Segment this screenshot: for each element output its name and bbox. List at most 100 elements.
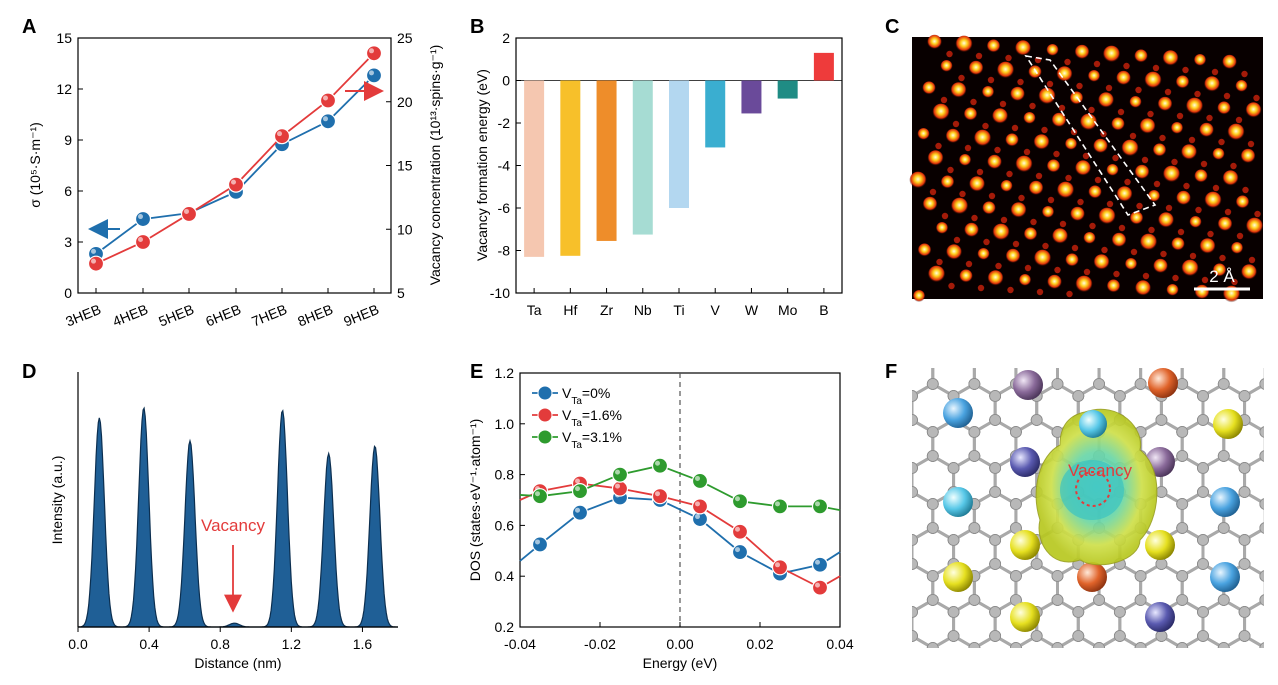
- f-hex-ring: [1263, 647, 1264, 648]
- f-boron-atom: [1176, 642, 1189, 648]
- f-metal-atom-15: [1145, 602, 1175, 632]
- c-atom-spot-182: [1152, 143, 1167, 157]
- c-atom-spot-15: [917, 128, 930, 140]
- c-atom-spot-104: [1070, 206, 1085, 222]
- b-y-tick-label: -10: [490, 285, 510, 301]
- f-hex-ring: [870, 312, 912, 360]
- a-point-1-4: [273, 128, 291, 145]
- f-boron-atom: [989, 534, 1002, 546]
- f-boron-atom: [1114, 319, 1125, 330]
- f-boron-atom: [886, 499, 897, 510]
- e-legend-marker-1: [537, 407, 553, 423]
- e-point-highlight: [535, 539, 540, 545]
- c-atom-spot-73: [982, 86, 994, 98]
- a-x-tick-label: 4HEB: [110, 301, 150, 330]
- f-boron-atom: [927, 667, 938, 678]
- c-atom-spot-188: [1189, 216, 1202, 228]
- f-boron-atom: [927, 355, 938, 366]
- f-boron-atom: [1177, 355, 1188, 366]
- c-small-spot-126: [1118, 224, 1126, 232]
- b-bar-Ta: [524, 80, 545, 257]
- e-point-2-5: [731, 493, 749, 510]
- f-boron-atom: [1197, 534, 1209, 546]
- c-small-spot-149: [1160, 250, 1167, 258]
- c-atom-spot-157: [1098, 92, 1114, 108]
- f-hex-ring: [1078, 312, 1120, 360]
- f-boron-atom: [989, 462, 1002, 474]
- c-small-spot-114: [1046, 80, 1054, 88]
- f-boron-atom: [886, 427, 897, 438]
- f-boron-atom: [907, 679, 918, 685]
- f-boron-atom: [1218, 355, 1229, 366]
- e-point-highlight: [535, 491, 540, 497]
- f-boron-atom: [1030, 630, 1043, 642]
- c-small-spot-86: [1071, 244, 1079, 252]
- a-point-0-6: [365, 67, 383, 84]
- f-boron-atom: [912, 414, 918, 426]
- c-atom-spot-61: [1010, 202, 1027, 218]
- c-atom-spot-63: [1023, 227, 1038, 241]
- c-small-spot-133: [1064, 58, 1071, 66]
- f-boron-atom: [1072, 390, 1085, 402]
- f-boron-atom: [1094, 355, 1105, 366]
- f-hex-ring: [1161, 312, 1203, 360]
- c-small-spot-34: [964, 144, 972, 152]
- c-small-spot-227: [1254, 210, 1261, 218]
- a-point-highlight: [369, 70, 374, 76]
- a-point-1-0: [87, 255, 105, 272]
- f-boron-atom: [1134, 378, 1147, 390]
- c-atom-spot-174: [1103, 45, 1120, 63]
- e-y-tick-label: 0.8: [495, 467, 515, 483]
- f-boron-atom: [1197, 390, 1209, 402]
- panel-d-x-ticks: 0.0 0.4 0.8 1.2 1.6: [68, 627, 372, 652]
- f-boron-atom: [1051, 378, 1064, 390]
- f-boron-atom: [886, 523, 897, 534]
- f-boron-atom: [1134, 642, 1147, 648]
- e-point-2-4: [691, 472, 709, 490]
- f-boron-atom: [886, 595, 897, 606]
- f-boron-atom: [886, 523, 897, 534]
- f-boron-atom: [844, 499, 855, 510]
- f-boron-atom: [948, 319, 959, 330]
- a-point-1-3: [227, 176, 245, 193]
- f-boron-atom: [886, 451, 897, 462]
- f-boron-atom: [865, 631, 876, 642]
- e-x-tick-label: 0.00: [666, 636, 693, 652]
- c-atom-spot-117: [1051, 112, 1067, 128]
- f-boron-atom: [1218, 355, 1229, 366]
- f-boron-atom: [865, 535, 876, 546]
- f-boron-atom: [844, 451, 855, 462]
- c-atom-spot-207: [1204, 191, 1222, 209]
- a-x-tick-label: 6HEB: [203, 301, 243, 330]
- f-boron-atom: [1072, 606, 1085, 618]
- e-point-highlight: [695, 501, 700, 507]
- f-boron-atom: [927, 355, 938, 366]
- f-boron-atom: [865, 319, 876, 330]
- c-small-spot-141: [1112, 154, 1119, 162]
- f-boron-atom: [968, 522, 981, 534]
- f-boron-atom: [947, 534, 960, 546]
- c-small-spot-52: [970, 98, 977, 106]
- f-boron-atom: [968, 378, 981, 390]
- f-hex-ring: [954, 312, 996, 360]
- c-small-spot-189: [1207, 230, 1214, 238]
- e-y-tick-label: 1.0: [495, 416, 515, 432]
- f-boron-atom: [1238, 558, 1251, 570]
- f-boron-atom: [844, 523, 855, 534]
- c-small-spot-212: [1248, 256, 1256, 264]
- c-atom-spot-41: [992, 223, 1010, 241]
- c-small-spot-166: [1165, 204, 1173, 212]
- f-boron-atom: [1197, 319, 1208, 330]
- f-boron-atom: [1218, 355, 1229, 366]
- e-point-highlight: [655, 460, 660, 466]
- f-boron-atom: [1031, 343, 1042, 354]
- c-atom-spot-240: [1235, 80, 1248, 92]
- b-y-tick-label: -4: [498, 158, 511, 174]
- c-atom-spot-47: [927, 34, 942, 50]
- f-boron-atom: [1176, 450, 1189, 462]
- e-point-2-7: [811, 498, 829, 515]
- f-boron-atom: [865, 607, 876, 618]
- c-atom-spot-31: [932, 103, 950, 121]
- f-boron-atom: [1260, 355, 1271, 366]
